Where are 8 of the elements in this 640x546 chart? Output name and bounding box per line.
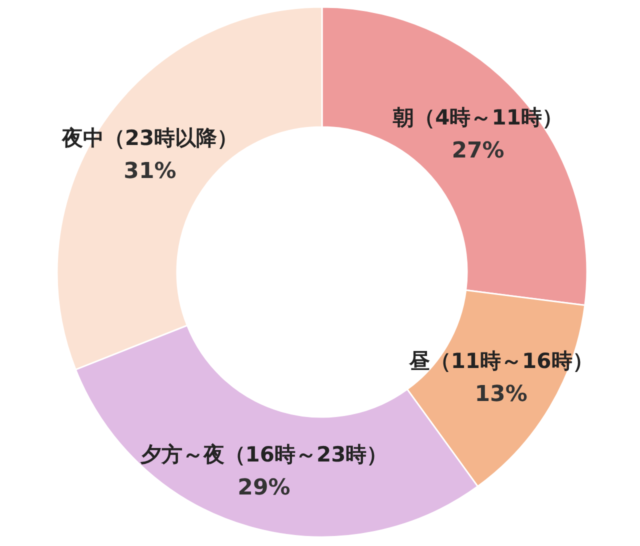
slice-label: 朝（4時～11時） — [392, 105, 563, 130]
data-label: 13% — [474, 382, 528, 407]
slice-label: 夕方～夜（16時～23時） — [139, 442, 388, 467]
data-label: 29% — [238, 476, 290, 501]
data-label: 27% — [452, 138, 504, 164]
data-label: 31% — [124, 159, 176, 184]
slice-label: 夜中（23時以降） — [60, 126, 238, 150]
slice-label: 昼（11時～16時） — [408, 348, 594, 373]
